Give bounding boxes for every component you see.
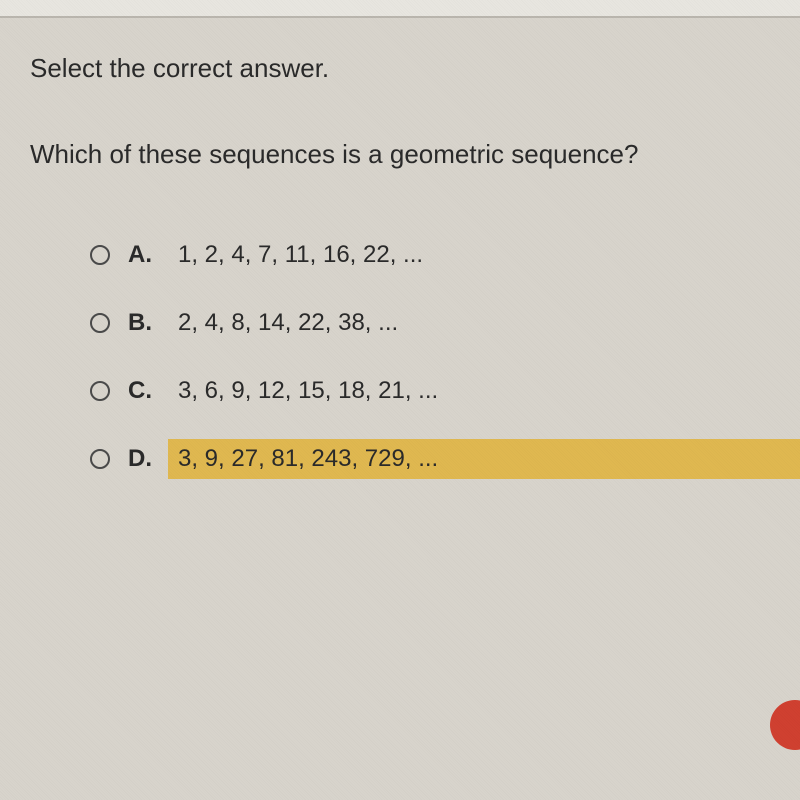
option-letter: D. bbox=[128, 445, 168, 473]
radio-icon[interactable] bbox=[90, 245, 110, 265]
question-text: Which of these sequences is a geometric … bbox=[30, 139, 770, 170]
radio-icon[interactable] bbox=[90, 449, 110, 469]
option-letter: B. bbox=[128, 309, 168, 337]
option-d[interactable]: D. 3, 9, 27, 81, 243, 729, ... bbox=[90, 439, 770, 479]
top-bar bbox=[0, 0, 800, 18]
instruction-text: Select the correct answer. bbox=[30, 53, 770, 84]
option-letter: A. bbox=[128, 241, 168, 269]
options-list: A. 1, 2, 4, 7, 11, 16, 22, ... B. 2, 4, … bbox=[30, 235, 770, 479]
option-text: 2, 4, 8, 14, 22, 38, ... bbox=[168, 305, 408, 341]
radio-icon[interactable] bbox=[90, 381, 110, 401]
option-c[interactable]: C. 3, 6, 9, 12, 15, 18, 21, ... bbox=[90, 371, 770, 411]
option-text: 3, 6, 9, 12, 15, 18, 21, ... bbox=[168, 373, 448, 409]
option-a[interactable]: A. 1, 2, 4, 7, 11, 16, 22, ... bbox=[90, 235, 770, 275]
option-letter: C. bbox=[128, 377, 168, 405]
radio-icon[interactable] bbox=[90, 313, 110, 333]
option-text-highlighted: 3, 9, 27, 81, 243, 729, ... bbox=[168, 439, 800, 479]
red-indicator-icon bbox=[770, 700, 800, 750]
quiz-content: Select the correct answer. Which of thes… bbox=[0, 18, 800, 542]
option-b[interactable]: B. 2, 4, 8, 14, 22, 38, ... bbox=[90, 303, 770, 343]
option-text: 1, 2, 4, 7, 11, 16, 22, ... bbox=[168, 237, 433, 273]
